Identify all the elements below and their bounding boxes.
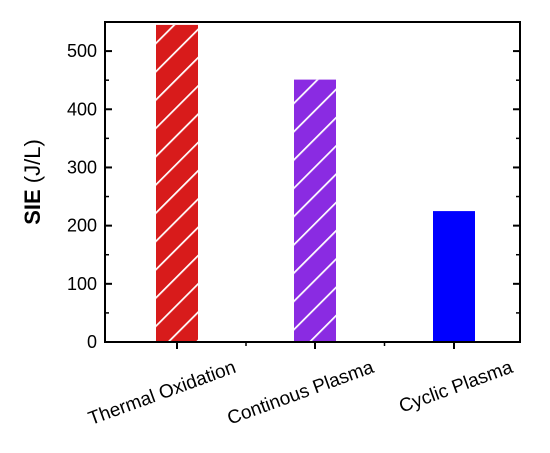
plot-frame <box>104 21 521 343</box>
y-tick-label: 0 <box>87 332 97 352</box>
y-tick-label: 200 <box>67 216 97 236</box>
y-axis-label-unit: (J/L) <box>20 139 45 189</box>
x-category-label: Thermal Oxidation <box>86 357 239 430</box>
y-axis-label-quantity: SIE <box>20 189 45 224</box>
x-category-label: Cyclic Plasma <box>396 357 516 418</box>
y-axis: 0 100 200 300 400 500 <box>67 41 520 352</box>
bar-hatch-thermal-oxidation <box>156 24 198 343</box>
y-tick-label: 500 <box>67 41 97 61</box>
x-category-label: Continous Plasma <box>225 357 377 430</box>
bar-cyclic-plasma <box>433 211 475 342</box>
y-axis-label: SIE (J/L) <box>20 139 45 225</box>
bars-group <box>156 24 475 343</box>
bar-hatch-continous-plasma <box>294 79 336 342</box>
y-tick-label: 300 <box>67 157 97 177</box>
y-tick-label: 100 <box>67 274 97 294</box>
y-tick-label: 400 <box>67 99 97 119</box>
